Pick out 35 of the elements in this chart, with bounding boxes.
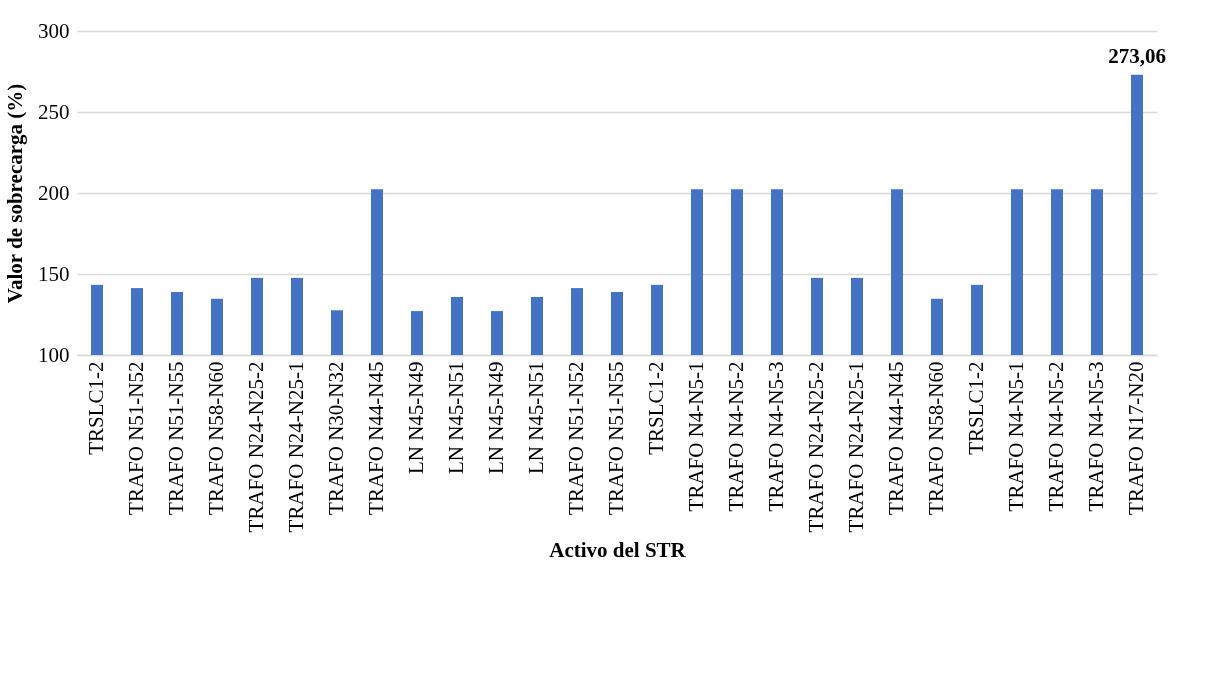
x-tick-label: TRAFO N51-N52 xyxy=(564,361,588,515)
x-tick-label: TRAFO N30-N32 xyxy=(324,361,348,515)
x-tick-label: TRAFO N4-N5-1 xyxy=(684,361,708,512)
x-tick-label: TRAFO N44-N45 xyxy=(364,361,388,515)
x-tick-label: TRAFO N24-N25-1 xyxy=(844,361,868,533)
x-tick-label: TRSLC1-2 xyxy=(964,361,988,455)
x-tick-label: TRAFO N58-N60 xyxy=(204,361,228,515)
x-tick-label: TRSLC1-2 xyxy=(644,361,668,455)
x-tick-label: TRAFO N24-N25-2 xyxy=(244,361,268,533)
x-tick-label: TRAFO N51-N55 xyxy=(604,361,628,515)
x-tick-label: TRAFO N17-N20 xyxy=(1124,361,1148,515)
x-tick-label: TRAFO N4-N5-2 xyxy=(1044,361,1068,512)
x-tick-label: TRAFO N58-N60 xyxy=(924,361,948,515)
x-tick-label: LN N45-N51 xyxy=(524,361,548,475)
x-axis-title: Activo del STR xyxy=(549,538,687,563)
x-tick-label: TRAFO N24-N25-1 xyxy=(284,361,308,533)
x-tick-label: TRAFO N24-N25-2 xyxy=(804,361,828,533)
x-tick-label: TRAFO N4-N5-3 xyxy=(1084,361,1108,512)
x-tick-label: LN N45-N49 xyxy=(484,361,508,475)
x-tick-label: TRAFO N4-N5-1 xyxy=(1004,361,1028,512)
y-tick-label: 200 xyxy=(38,180,70,205)
y-axis-title: Valor de sobrecarga (%) xyxy=(3,83,27,304)
x-tick-label: LN N45-N51 xyxy=(444,361,468,475)
x-tick-label: TRAFO N51-N52 xyxy=(124,361,148,515)
x-tick-label: TRAFO N4-N5-3 xyxy=(764,361,788,512)
x-tick-label: TRAFO N44-N45 xyxy=(884,361,908,515)
x-tick-label: TRAFO N51-N55 xyxy=(164,361,188,515)
data-label: 273,06 xyxy=(1108,43,1166,68)
x-tick-label: TRSLC1-2 xyxy=(84,361,108,455)
y-tick-label: 100 xyxy=(38,342,70,367)
y-tick-label: 300 xyxy=(38,18,70,43)
y-tick-label: 150 xyxy=(38,261,70,286)
x-tick-label: TRAFO N4-N5-2 xyxy=(724,361,748,512)
y-tick-label: 250 xyxy=(38,99,70,124)
x-tick-label: LN N45-N49 xyxy=(404,361,428,475)
